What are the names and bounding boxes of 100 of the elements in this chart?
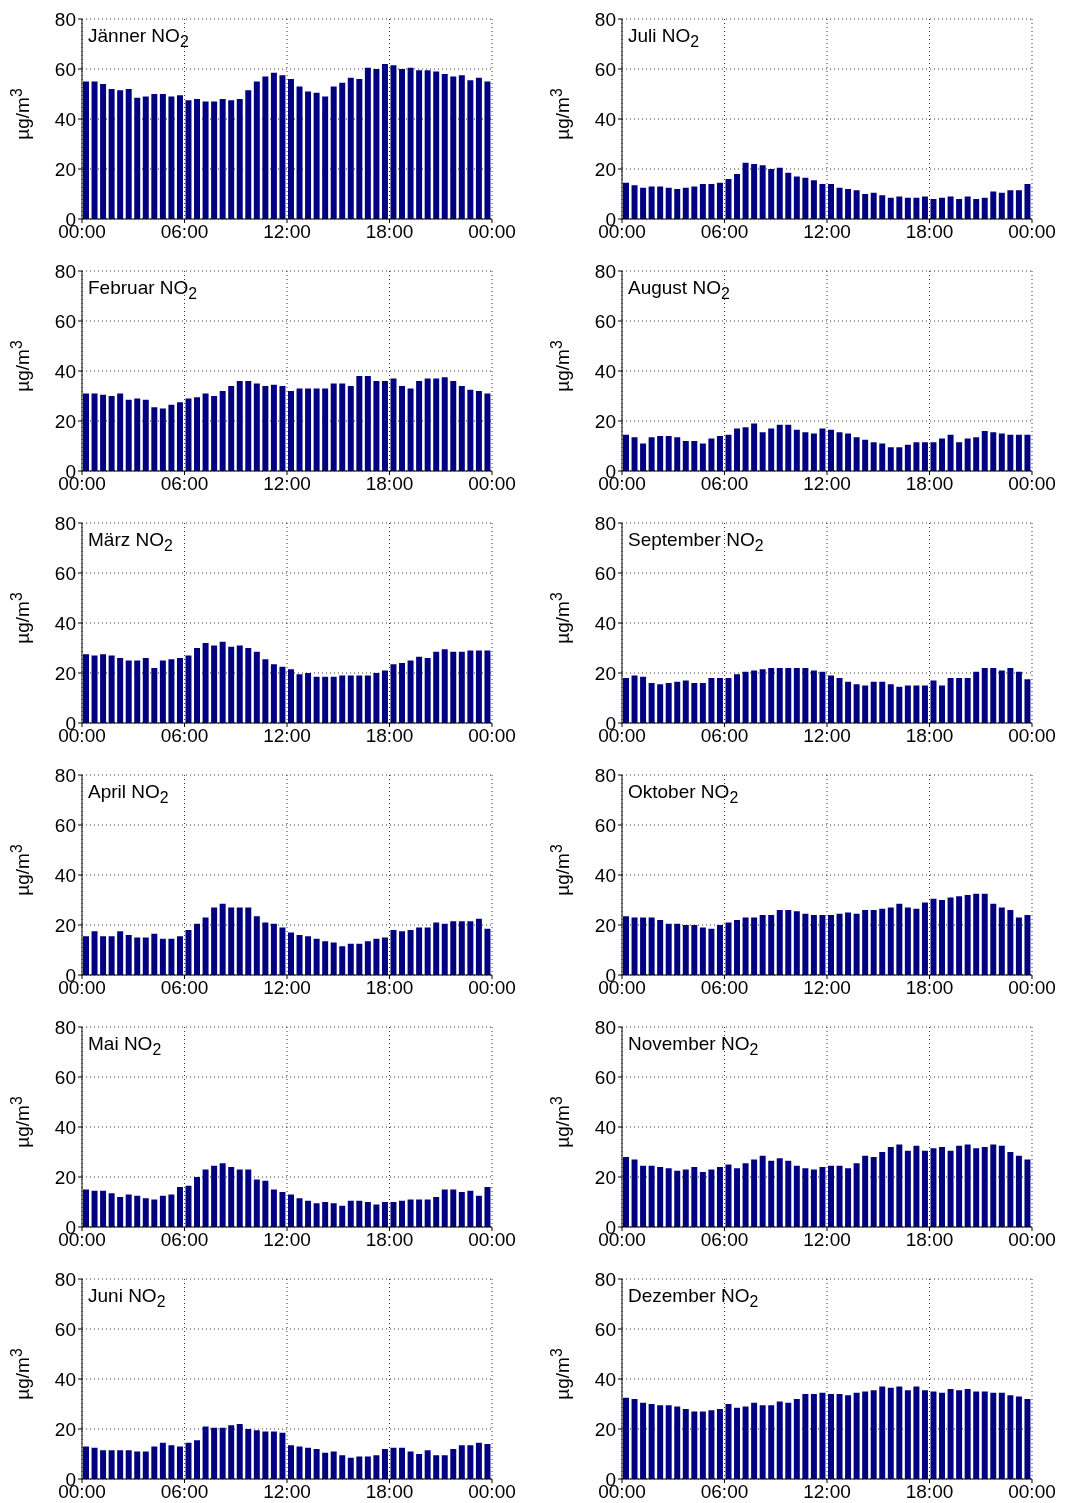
x-tick-label: 00:00 [1008,1481,1056,1503]
bar [270,1431,277,1479]
bar [751,917,758,975]
bar [134,1195,141,1227]
x-tick-label: 12:00 [263,1481,311,1503]
bar [236,1169,243,1227]
bar [836,187,843,219]
bar [810,915,817,975]
x-tick-label: 12:00 [803,221,851,243]
bar [981,431,988,471]
x-tick-label: 18:00 [905,1229,954,1251]
bar [990,903,997,975]
bar [1015,190,1022,219]
bar [245,381,252,471]
bar [433,1455,440,1479]
bar [947,434,954,471]
bar [347,386,354,471]
bar [176,95,183,219]
bar [305,936,312,975]
bar [117,393,124,471]
bar [682,925,689,975]
bar [407,660,414,723]
bar [245,1169,252,1227]
bar [845,1168,852,1227]
chart-title: Juli NO$_{2}$ [628,25,700,52]
bar [998,670,1005,723]
bar [330,1203,337,1227]
bar [117,1450,124,1479]
bar [973,1391,980,1479]
bar [828,675,834,723]
bar [159,408,166,471]
bar [947,678,954,723]
bar [853,190,860,219]
x-tick-label: 00:00 [1008,221,1056,243]
chart-title: Mai NO$_{2}$ [88,1033,162,1060]
bar [699,1172,706,1227]
bar [117,90,124,219]
bar [117,931,124,975]
bar [159,938,166,975]
bar [270,384,277,471]
bar [810,670,817,723]
chart-title: Jänner NO$_{2}$ [88,25,189,52]
bar [83,936,89,975]
bar [836,432,843,471]
bar [819,915,826,975]
y-tick-label: 80 [54,764,76,786]
bar [734,674,741,723]
bar [433,378,440,471]
bar [921,1390,928,1479]
bar [458,1445,465,1479]
bar [810,180,817,219]
bar [399,1200,406,1227]
bar [896,686,903,723]
chart-title: September NO$_{2}$ [628,529,764,556]
bar [484,81,491,219]
bar [870,442,877,471]
bar [776,910,783,975]
bar [125,399,132,471]
bar [322,388,329,471]
bar [100,936,107,975]
bar [467,389,474,471]
bar [793,1399,800,1479]
bar [913,442,920,471]
bar [623,434,629,471]
bar [853,1392,860,1479]
bar [279,75,286,219]
bar [236,907,243,975]
bar [330,1451,337,1479]
bar [83,393,89,471]
bar [768,668,775,723]
bar [921,1150,928,1227]
bar [904,1390,911,1479]
bar [125,1450,132,1479]
bar [682,441,689,471]
y-tick-label: 40 [54,108,76,130]
bar [759,165,766,219]
bar [640,676,647,723]
bar [202,917,209,975]
y-tick-label: 60 [54,562,76,584]
bar [262,1431,269,1479]
bar [640,1165,647,1227]
bar [956,199,963,219]
bar [990,1392,997,1479]
bar [956,1390,963,1479]
x-tick-label: 06:00 [700,473,749,495]
chart-title: Februar NO$_{2}$ [88,277,198,304]
bar [399,386,406,471]
bar [691,1411,698,1479]
bar [896,1386,903,1479]
bar [364,376,371,471]
bar [262,76,269,219]
bar [339,1455,346,1479]
bar [682,1409,689,1479]
bar [83,654,89,723]
bar [640,187,647,219]
bar [828,1165,834,1227]
bar [91,1447,98,1479]
x-tick-label: 12:00 [263,473,311,495]
bar [313,388,320,471]
y-tick-label: 20 [594,410,616,432]
